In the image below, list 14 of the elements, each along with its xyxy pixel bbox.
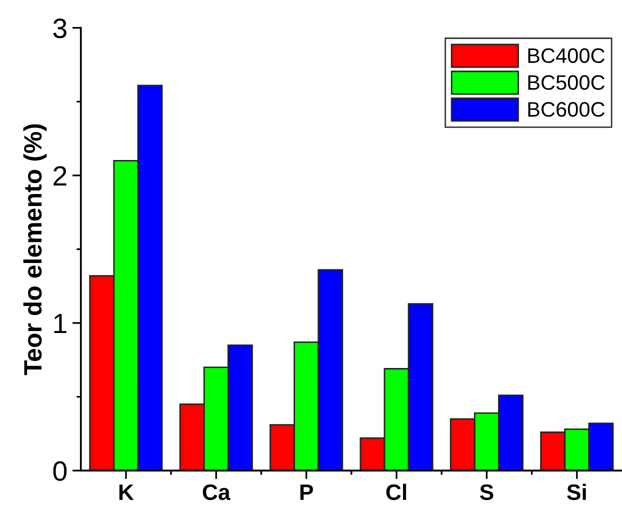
x-tick-label: Cl	[386, 484, 406, 500]
legend-label: BC500C	[528, 75, 605, 90]
y-tick-label: 1	[54, 314, 66, 334]
y-tick-label: 3	[53, 18, 66, 38]
x-tick-label: Ca	[202, 484, 230, 500]
x-tick-label: S	[480, 484, 494, 500]
y-axis-title: Teor do elemento (%)	[23, 124, 47, 376]
x-tick-label: P	[300, 484, 313, 500]
y-tick-label: 2	[54, 166, 66, 186]
legend-label: BC400C	[528, 48, 605, 64]
x-tick-label: K	[119, 484, 134, 500]
y-tick-label: 0	[53, 461, 67, 481]
legend-label: BC600C	[528, 102, 605, 117]
x-tick-label: Si	[567, 484, 586, 500]
